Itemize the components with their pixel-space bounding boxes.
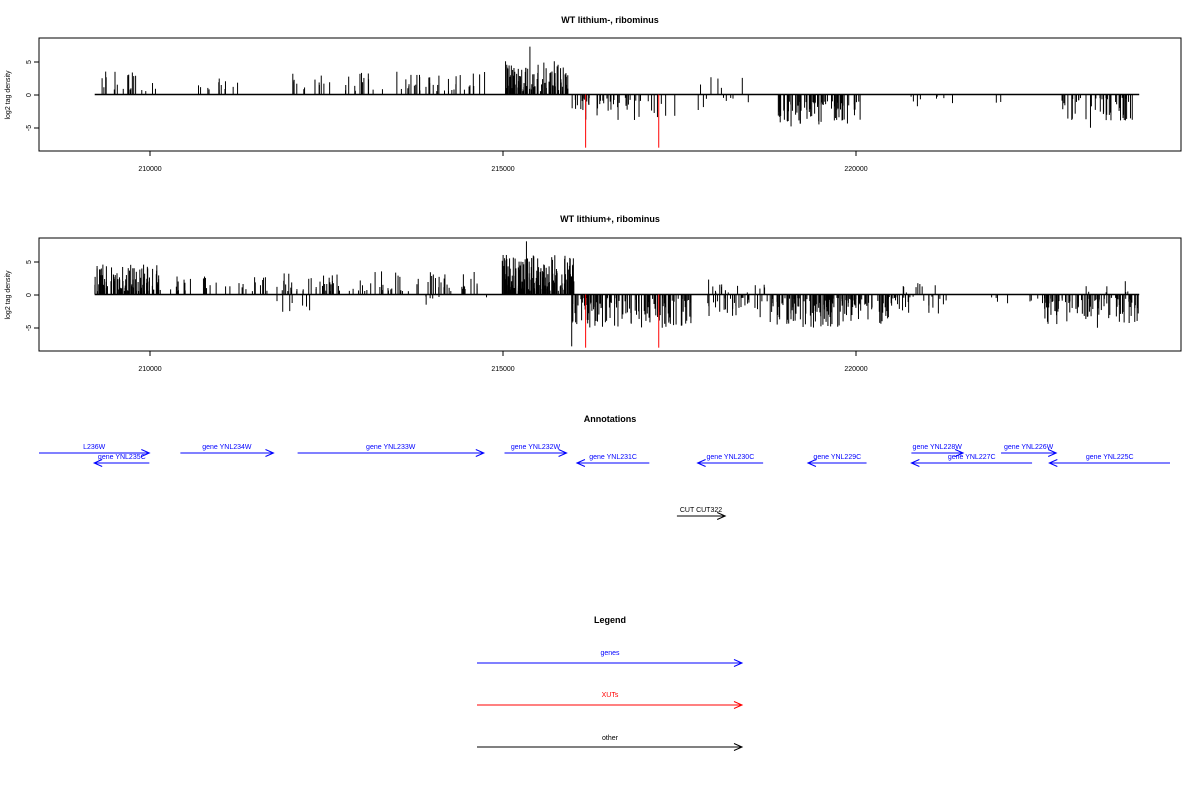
x-tick-label: 215000 bbox=[491, 166, 514, 173]
track-title: WT lithium-, ribominus bbox=[561, 15, 659, 25]
annotations-title: Annotations bbox=[584, 414, 637, 424]
legend-arrow bbox=[477, 743, 744, 751]
arrow-head bbox=[141, 449, 151, 457]
density-bars bbox=[94, 241, 1140, 348]
feature-arrow bbox=[504, 449, 568, 457]
arrow-head bbox=[475, 449, 486, 457]
legend-arrow bbox=[477, 659, 744, 667]
legend-label-xuts: XUTs bbox=[602, 692, 619, 699]
track-panel-lithium-minus: WT lithium-, ribominus log2 tag density … bbox=[5, 15, 1182, 173]
feature-arrow bbox=[297, 449, 486, 457]
feature-arrow bbox=[676, 512, 727, 520]
arrow-head bbox=[696, 459, 706, 467]
density-bars bbox=[94, 46, 1140, 148]
feature-arrow bbox=[806, 459, 867, 467]
x-tick-label: 210000 bbox=[138, 166, 161, 173]
arrow-head bbox=[92, 459, 103, 467]
feature-label: gene YNL235C bbox=[98, 454, 146, 461]
arrow-head bbox=[716, 512, 727, 520]
arrow-head bbox=[1048, 459, 1058, 467]
track-panel-lithium-plus: WT lithium+, ribominus log2 tag density … bbox=[5, 214, 1182, 373]
arrow-head bbox=[733, 743, 744, 751]
feature-label: gene YNL231C bbox=[589, 454, 637, 461]
feature-arrow bbox=[911, 449, 965, 457]
arrow-head bbox=[558, 449, 568, 457]
feature-arrow bbox=[575, 459, 650, 467]
arrow-head bbox=[575, 459, 586, 467]
arrow-head bbox=[806, 459, 817, 467]
feature-label: gene YNL228W bbox=[913, 444, 963, 451]
feature-label: gene YNL226W bbox=[1004, 444, 1054, 451]
feature-arrow bbox=[39, 449, 151, 457]
y-tick-label: 0 bbox=[26, 93, 33, 97]
feature-label: gene YNL225C bbox=[1086, 454, 1134, 461]
feature-label: gene YNL234W bbox=[202, 444, 252, 451]
legend-title: Legend bbox=[594, 615, 626, 625]
feature-label: L236W bbox=[83, 444, 106, 451]
feature-arrow bbox=[696, 459, 764, 467]
x-tick-label: 215000 bbox=[491, 366, 514, 373]
arrow-head bbox=[910, 459, 920, 467]
feature-arrow bbox=[92, 459, 150, 467]
feature-label: gene YNL229C bbox=[813, 454, 861, 461]
legend-label-other: other bbox=[602, 735, 619, 742]
y-axis-label: log2 tag density bbox=[5, 70, 12, 120]
feature-arrow bbox=[180, 449, 275, 457]
y-axis-label: log2 tag density bbox=[5, 270, 12, 320]
arrow-head bbox=[733, 659, 744, 667]
feature-label: gene YNL230C bbox=[707, 454, 755, 461]
feature-arrow bbox=[910, 459, 1033, 467]
y-axis: -5 0 5 bbox=[26, 260, 39, 331]
x-axis: 210000 215000 220000 bbox=[138, 151, 868, 173]
x-tick-label: 210000 bbox=[138, 366, 161, 373]
arrow-head bbox=[733, 701, 744, 709]
y-tick-label: -5 bbox=[26, 125, 33, 131]
annotation-items: L236W gene YNL235C gene YNL234W gene YNL233… bbox=[39, 444, 1170, 520]
legend-arrow-xuts bbox=[477, 701, 744, 709]
legend-arrow-genes bbox=[477, 659, 744, 667]
y-tick-label: -5 bbox=[26, 325, 33, 331]
x-axis: 210000 215000 220000 bbox=[138, 351, 868, 373]
feature-arrow bbox=[1048, 459, 1170, 467]
feature-label: gene YNL233W bbox=[366, 444, 416, 451]
feature-label: gene YNL227C bbox=[948, 454, 996, 461]
y-tick-label: 5 bbox=[26, 60, 33, 64]
y-axis: -5 0 5 bbox=[26, 60, 39, 131]
annotations-panel: Annotations L236W gene YNL235C gene YNL234… bbox=[39, 414, 1170, 520]
x-tick-label: 220000 bbox=[844, 366, 867, 373]
legend-arrow bbox=[477, 701, 744, 709]
legend-arrow-other bbox=[477, 743, 744, 751]
legend: Legend genes XUTs other bbox=[477, 615, 744, 751]
y-tick-label: 0 bbox=[26, 293, 33, 297]
feature-arrow bbox=[1001, 449, 1058, 457]
arrow-head bbox=[265, 449, 275, 457]
feature-label: gene YNL232W bbox=[511, 444, 561, 451]
legend-label-genes: genes bbox=[600, 650, 620, 657]
arrow-head bbox=[954, 449, 965, 457]
track-title: WT lithium+, ribominus bbox=[560, 214, 660, 224]
y-tick-label: 5 bbox=[26, 260, 33, 264]
feature-label: CUT CUT322 bbox=[680, 507, 722, 514]
arrow-head bbox=[1048, 449, 1058, 457]
x-tick-label: 220000 bbox=[844, 166, 867, 173]
